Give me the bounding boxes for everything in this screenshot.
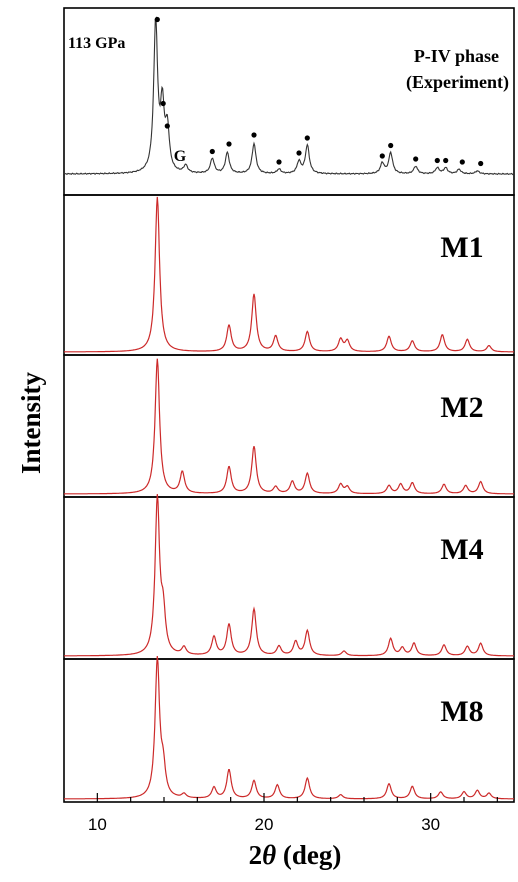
peak-marker <box>251 132 257 138</box>
phase-label-line2: (Experiment) <box>406 72 509 93</box>
peak-marker <box>160 100 166 107</box>
panels-layer: G M1 M2 M4 M8 <box>63 7 515 803</box>
panel-frame-m2 <box>63 354 515 498</box>
pressure-label: 113 GPa <box>68 35 125 52</box>
series-line-m8 <box>64 656 514 800</box>
series-line-m1 <box>64 196 514 353</box>
x-axis-label: 2θ (deg) <box>249 840 342 870</box>
g-label: G <box>174 148 187 165</box>
x-axis-label-prefix: 2 <box>249 840 263 870</box>
panel-frame-m4 <box>63 496 515 660</box>
series-label-m1: M1 <box>440 231 483 264</box>
x-axis-label-suffix: (deg) <box>276 840 341 870</box>
peak-marker <box>226 141 232 147</box>
panel-frame-experiment <box>63 7 515 196</box>
panel-frame-m1 <box>63 194 515 356</box>
series-line-m2 <box>64 358 514 495</box>
peak-marker <box>413 156 419 162</box>
series-label-m8: M8 <box>440 695 483 728</box>
peak-marker <box>443 157 449 164</box>
peak-marker <box>379 153 385 159</box>
x-tick-label: 10 <box>88 815 107 834</box>
peak-marker <box>434 157 440 164</box>
series-label-m2: M2 <box>440 391 483 424</box>
peak-marker <box>164 123 170 129</box>
x-axis-label-symbol: θ <box>262 840 276 870</box>
series-line-experiment <box>63 16 515 176</box>
x-tick-label: 20 <box>255 815 274 834</box>
x-axis: 10 20 30 <box>88 793 498 834</box>
panel-frame-m8 <box>63 658 515 803</box>
peak-marker <box>209 148 215 155</box>
peak-marker <box>296 150 302 156</box>
series-line-m4 <box>64 494 514 657</box>
phase-label-line1: P-IV phase <box>414 46 499 66</box>
peak-marker <box>154 16 160 23</box>
peak-marker <box>459 159 465 165</box>
x-tick-label: 30 <box>421 815 440 834</box>
series-label-m4: M4 <box>440 533 483 566</box>
peak-marker <box>304 135 310 141</box>
peak-marker <box>276 159 282 165</box>
peak-marker <box>478 160 484 167</box>
y-axis-label: Intensity <box>16 371 46 474</box>
peak-marker <box>388 142 394 149</box>
